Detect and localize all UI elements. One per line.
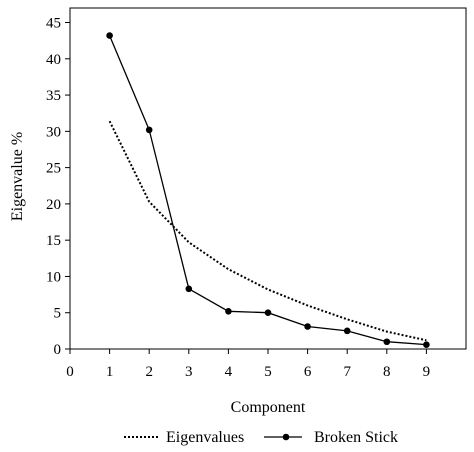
x-tick-label: 6	[304, 364, 312, 380]
y-tick-label: 45	[46, 16, 61, 32]
series-point	[106, 32, 113, 39]
x-tick-label: 1	[106, 364, 114, 380]
legend-label-1: Eigenvalues	[166, 429, 244, 446]
x-tick-label: 2	[145, 364, 153, 380]
x-tick-label: 5	[264, 364, 272, 380]
y-tick-label: 20	[46, 197, 61, 213]
y-tick-label: 15	[46, 233, 61, 249]
y-tick-label: 30	[46, 124, 61, 140]
x-tick-label: 9	[423, 364, 431, 380]
y-tick-label: 35	[46, 88, 61, 104]
series-point	[145, 126, 153, 134]
series-point	[185, 285, 193, 293]
x-tick-label: 7	[343, 364, 351, 380]
plot-area	[106, 32, 430, 348]
x-tick-label: 8	[383, 364, 391, 380]
series-point	[225, 307, 232, 315]
legend-label-2: Broken Stick	[314, 429, 398, 446]
series-point	[383, 338, 391, 346]
y-tick-label: 0	[54, 342, 62, 358]
y-axis-title: Eigenvalue %	[9, 132, 26, 221]
y-tick-label: 25	[46, 161, 61, 177]
legend-marker	[282, 433, 290, 441]
x-tick-label: 0	[66, 364, 74, 380]
plot-frame	[69, 7, 467, 350]
series-line-1	[108, 120, 427, 342]
series-point	[304, 323, 311, 330]
y-tick-label: 10	[46, 269, 61, 285]
y-tick-label: 40	[46, 52, 61, 68]
x-axis-title: Component	[231, 399, 306, 416]
y-tick-label: 5	[54, 306, 62, 322]
legend: Eigenvalues Broken Stick	[124, 429, 398, 446]
x-tick-label: 4	[225, 364, 233, 380]
x-tick-label: 3	[185, 364, 193, 380]
series-point	[264, 309, 272, 317]
series-point	[423, 341, 430, 348]
series-point	[343, 327, 351, 335]
series-line-2	[109, 35, 427, 346]
